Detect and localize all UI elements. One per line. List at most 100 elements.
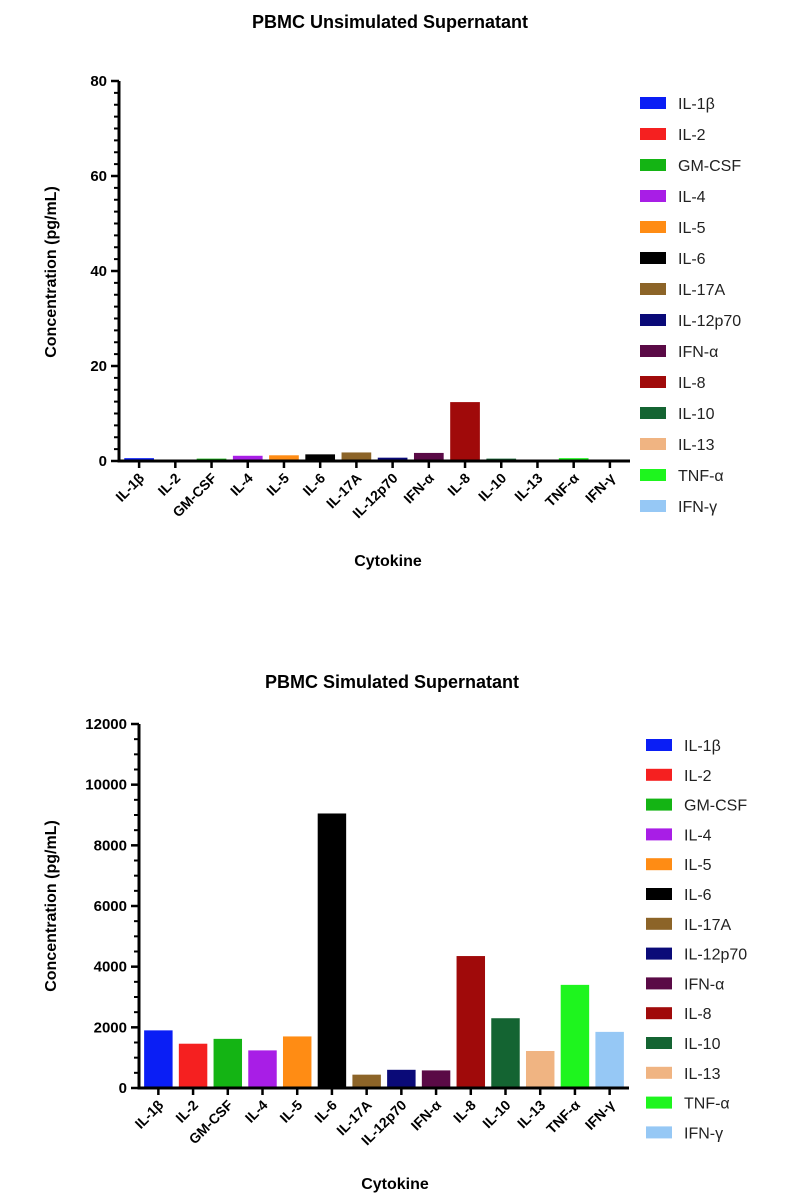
x-tick-label: IL-1β <box>132 1096 167 1131</box>
x-tick-label: IL-10 <box>475 470 510 505</box>
bar <box>178 1043 208 1088</box>
legend-swatch <box>640 438 666 450</box>
bar <box>144 1030 173 1088</box>
bar <box>269 455 299 461</box>
y-tick-label: 12000 <box>85 716 127 733</box>
legend-swatch <box>640 500 666 512</box>
x-tick-label: IL-2 <box>155 470 184 499</box>
legend-label: IFN-γ <box>684 1125 723 1142</box>
x-tick-label: IL-2 <box>172 1097 201 1126</box>
legend-label: IL-8 <box>678 375 706 392</box>
x-axis-label: Cytokine <box>354 553 422 570</box>
chart-title: PBMC Unsimulated Supernatant <box>252 12 528 32</box>
y-tick-label: 60 <box>90 168 107 185</box>
legend-label: IFN-γ <box>678 499 717 516</box>
x-tick-label: IL-8 <box>450 1097 479 1126</box>
chart-stimulated: PBMC Simulated Supernatant Concentration… <box>0 660 798 1199</box>
legend-swatch <box>640 221 666 233</box>
chart-stimulated-svg: PBMC Simulated Supernatant Concentration… <box>43 672 747 1193</box>
x-tick-label: TNF-α <box>543 1097 583 1137</box>
y-tick-label: 4000 <box>94 959 127 976</box>
x-tick-label: IL-6 <box>299 470 328 499</box>
legend-swatch <box>640 314 666 326</box>
y-tick-label: 0 <box>119 1080 127 1097</box>
legend-swatch <box>640 376 666 388</box>
legend-label: IL-4 <box>678 189 706 206</box>
legend-swatch <box>640 283 666 295</box>
legend-label: IFN-α <box>678 344 718 361</box>
x-tick-label: TNF-α <box>542 470 582 510</box>
bar <box>595 1031 624 1088</box>
x-tick-label: IFN-γ <box>582 1097 618 1133</box>
x-tick-label: IFN-γ <box>582 470 618 506</box>
legend-swatch <box>646 977 672 990</box>
x-tick-label: IL-4 <box>242 1097 271 1126</box>
legend-label: IL-2 <box>684 768 712 785</box>
bar <box>317 813 347 1088</box>
legend-label: IL-4 <box>684 827 712 844</box>
y-axis-label: Concentration (pg/mL) <box>43 186 60 358</box>
bar <box>450 402 480 461</box>
legend-swatch <box>640 128 666 140</box>
legend-label: IL-17A <box>678 282 725 299</box>
bar <box>282 1036 312 1088</box>
y-tick-label: 40 <box>90 263 107 280</box>
legend-label: IL-1β <box>678 96 715 113</box>
legend-swatch <box>640 345 666 357</box>
legend-swatch <box>646 798 672 811</box>
legend-swatch <box>646 858 672 871</box>
legend-swatch <box>646 828 672 841</box>
y-tick-label: 10000 <box>85 777 127 794</box>
legend-swatch <box>640 190 666 202</box>
legend-swatch <box>646 768 672 781</box>
legend-label: GM-CSF <box>678 158 741 175</box>
bar <box>248 1050 277 1088</box>
bar <box>213 1038 243 1088</box>
legend-label: IL-2 <box>678 127 706 144</box>
legend-swatch <box>646 917 672 930</box>
x-tick-label: IFN-α <box>400 470 437 507</box>
y-tick-label: 2000 <box>94 1019 127 1036</box>
legend-swatch <box>646 1007 672 1020</box>
legend-swatch <box>646 888 672 900</box>
y-tick-label: 8000 <box>94 837 127 854</box>
legend-label: IL-12p70 <box>678 313 741 330</box>
legend-label: IL-10 <box>678 406 715 423</box>
legend-swatch <box>640 469 666 481</box>
legend-label: IL-12p70 <box>684 947 747 964</box>
bar <box>560 984 590 1088</box>
legend-swatch <box>640 252 666 264</box>
bar <box>341 452 372 461</box>
legend-label: IL-6 <box>678 251 706 268</box>
x-tick-label: IFN-α <box>408 1097 445 1134</box>
legend-label: IL-13 <box>684 1066 721 1083</box>
x-tick-label: IL-5 <box>276 1097 305 1126</box>
legend-label: TNF-α <box>678 468 724 485</box>
x-tick-label: IL-13 <box>511 470 546 505</box>
legend-label: IL-17A <box>684 917 731 934</box>
x-tick-label: IL-10 <box>479 1097 514 1132</box>
y-axis-label: Concentration (pg/mL) <box>43 820 60 992</box>
legend-swatch <box>646 1126 672 1139</box>
bar <box>232 455 263 461</box>
legend-swatch <box>646 1037 672 1049</box>
y-tick-label: 0 <box>99 453 107 470</box>
y-tick-label: 80 <box>90 73 107 90</box>
bar <box>421 1070 451 1088</box>
bar <box>413 452 444 461</box>
legend-label: IL-6 <box>684 887 712 904</box>
legend-label: IL-8 <box>684 1006 712 1023</box>
legend-label: IL-10 <box>684 1036 721 1053</box>
legend-swatch <box>646 739 672 751</box>
bar <box>305 454 336 461</box>
legend-label: TNF-α <box>684 1096 730 1113</box>
legend-swatch <box>640 159 666 171</box>
bar <box>377 457 408 461</box>
chart-unstimulated: PBMC Unsimulated Supernatant Concentrati… <box>0 0 798 600</box>
bar <box>387 1069 416 1088</box>
y-tick-label: 6000 <box>94 898 127 915</box>
legend-label: IL-13 <box>678 437 715 454</box>
legend-swatch <box>646 947 672 960</box>
legend-label: IL-1β <box>684 738 721 755</box>
bar <box>491 1018 520 1088</box>
